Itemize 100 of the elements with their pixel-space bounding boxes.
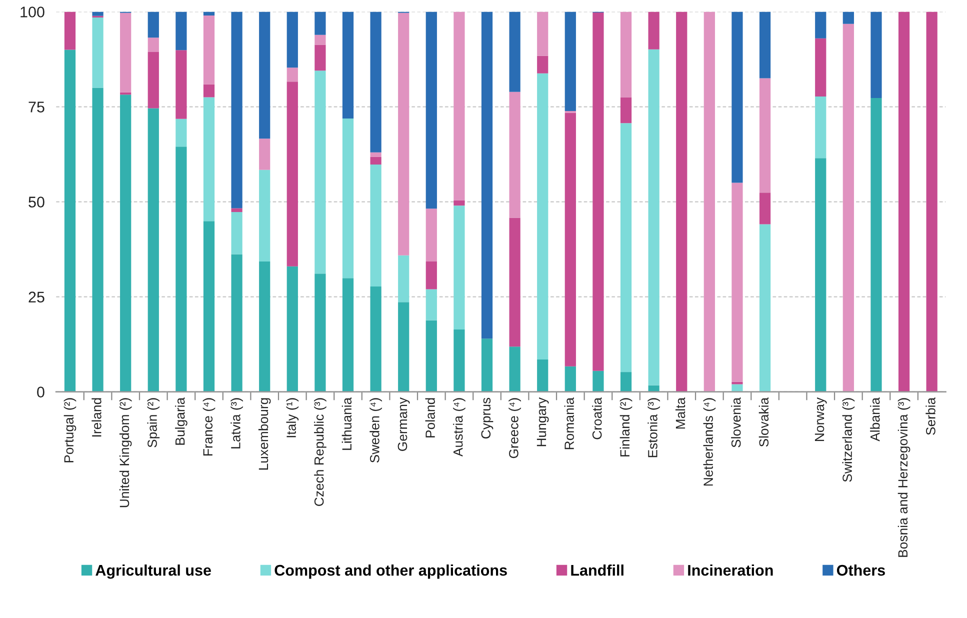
bar	[509, 92, 520, 218]
x-tick-label: Croatia	[592, 397, 602, 440]
bar	[481, 338, 493, 392]
bar	[259, 261, 270, 392]
x-tick-label: Lithuania	[342, 397, 352, 450]
bar	[176, 50, 187, 119]
bar	[732, 382, 743, 384]
bar	[815, 96, 826, 158]
bar	[454, 200, 465, 206]
bar	[564, 112, 576, 366]
bar	[842, 12, 854, 24]
bar	[759, 12, 771, 78]
x-tick-label: Switzerland (³)	[842, 398, 855, 482]
bar	[426, 320, 437, 392]
bar	[620, 97, 632, 124]
bar	[620, 372, 632, 392]
bar	[870, 98, 882, 392]
bar	[342, 12, 354, 119]
bar	[370, 164, 382, 287]
bar	[704, 12, 715, 392]
bar	[314, 70, 326, 274]
bar	[314, 274, 326, 392]
x-tick-label: Spain (²)	[147, 398, 160, 448]
bar	[370, 156, 382, 165]
bar	[64, 50, 76, 392]
bar	[898, 12, 910, 392]
bar	[620, 12, 632, 98]
bar	[398, 12, 410, 256]
x-tick-label: Malta	[675, 397, 686, 429]
bar	[286, 266, 298, 392]
x-tick-label: Germany	[398, 397, 410, 451]
bar	[120, 12, 132, 92]
x-tick-label: Bulgaria	[175, 397, 188, 445]
y-tick-label: 50	[28, 196, 44, 208]
bar	[537, 360, 548, 392]
bar	[370, 152, 382, 157]
bar	[286, 82, 298, 266]
x-tick-label: Serbia	[926, 397, 936, 435]
bar	[426, 12, 437, 209]
x-tick-label: United Kingdom (²)	[119, 398, 132, 508]
bar	[120, 94, 132, 392]
x-tick-label: Sweden (⁴)	[370, 398, 382, 463]
x-tick-label: Norway	[814, 397, 827, 442]
bar	[509, 218, 520, 347]
x-tick-label: Hungary	[536, 397, 549, 446]
bar	[314, 44, 326, 71]
x-tick-label: Bosnia and Herzegovina (³)	[898, 398, 910, 557]
bar	[509, 346, 520, 392]
x-tick-label: Luxembourg	[258, 398, 271, 470]
bar	[176, 146, 187, 392]
bar	[759, 78, 771, 193]
bar	[259, 12, 270, 139]
bar	[648, 12, 660, 50]
x-tick-label: Poland	[425, 398, 435, 438]
bar	[259, 170, 270, 262]
bar	[620, 123, 632, 372]
bar	[815, 158, 826, 392]
bar	[259, 138, 270, 170]
x-tick-label: France (⁴)	[202, 398, 216, 456]
bar	[648, 49, 660, 386]
bar	[314, 12, 326, 35]
bar	[231, 254, 242, 392]
bar	[203, 12, 215, 16]
bar	[342, 118, 354, 278]
x-tick-label: Slovakia	[758, 397, 769, 447]
x-tick-label: Netherlands (⁴)	[703, 398, 716, 486]
bar	[92, 12, 104, 16]
bar	[148, 12, 159, 38]
bar	[842, 24, 854, 392]
bar	[148, 38, 159, 52]
bar	[732, 12, 743, 183]
bar	[759, 224, 771, 392]
bar	[426, 261, 437, 290]
bar	[176, 12, 187, 50]
x-tick-label: Ireland	[92, 398, 102, 436]
y-tick-label: 0	[37, 386, 44, 398]
bar	[64, 12, 76, 50]
x-tick-label: Albania	[870, 397, 880, 442]
bar	[454, 329, 465, 392]
x-tick-label: Latvia (³)	[230, 398, 243, 448]
bar	[426, 289, 437, 320]
x-tick-label: Greece (⁴)	[508, 398, 521, 458]
bar	[398, 255, 410, 302]
x-tick-label: Finland (²)	[620, 398, 632, 456]
y-tick-label: 75	[28, 102, 44, 112]
legend-label: Agricultural use	[96, 564, 211, 579]
x-tick-label: Slovenia	[731, 397, 741, 448]
bar	[342, 278, 354, 392]
legend-label: Compost and other applications	[274, 564, 507, 579]
bar	[732, 384, 743, 392]
y-tick-label: 100	[20, 6, 44, 18]
legend-label: Landfill	[571, 564, 624, 576]
legend-label: Incineration	[688, 564, 773, 576]
bar	[564, 366, 576, 392]
bar	[203, 221, 215, 392]
bar	[148, 108, 159, 392]
x-tick-label: Portugal (²)	[64, 398, 76, 462]
bar	[426, 208, 437, 262]
bar	[203, 16, 215, 84]
bar	[231, 208, 242, 212]
